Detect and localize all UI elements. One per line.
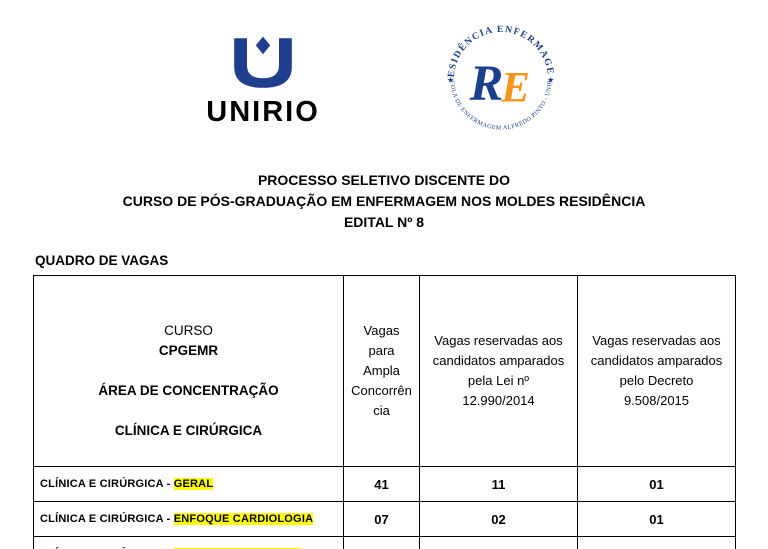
table-row-cardiologia: CLÍNICA E CIRÚRGICA - ENFOQUE CARDIOLOGI… [33, 501, 736, 537]
title-line-2: CURSO DE PÓS-GRADUAÇÃO EM ENFERMAGEM NOS… [122, 193, 646, 209]
document-title: PROCESSO SELETIVO DISCENTE DO CURSO DE P… [0, 170, 768, 233]
title-line-1: PROCESSO SELETIVO DISCENTE DO [257, 172, 511, 188]
header-lei-12990: Vagas reservadas aos candidatos amparado… [419, 275, 578, 467]
ampla-value: 07 [343, 501, 420, 537]
header-ampla-concorrencia: Vagas para Ampla Concorrên cia [343, 275, 420, 467]
table-header-row: CURSO CPGEMR ÁREA DE CONCENTRAÇÃO CLÍNIC… [33, 275, 736, 467]
row-label-prefix: CLÍNICA E CIRÚRGICA - [40, 513, 174, 525]
seal-letter-e: E [500, 64, 530, 112]
lei-value: 02 [419, 501, 578, 537]
row-label-prefix: CLÍNICA E CIRÚRGICA - [40, 478, 174, 490]
lei-value: 11 [419, 466, 578, 502]
highlighted-text: GERAL [173, 478, 214, 490]
decreto-value: 01 [577, 501, 736, 537]
unirio-u-icon [234, 36, 292, 88]
lei-value: 01 [419, 536, 578, 549]
header-area-concentracao: ÁREA DE CONCENTRAÇÃO [98, 383, 279, 398]
header-logos: UNIRIO RESIDÊNCIA ENFERMAGEM ESCOLA DE E… [0, 0, 768, 140]
row-label: CLÍNICA E CIRÚRGICA - GERAL [33, 466, 344, 502]
ampla-value: 41 [343, 466, 420, 502]
ampla-value: 04 [343, 536, 420, 549]
seal-star-right-icon: ★ [547, 75, 554, 84]
header-curso-code: CPGEMR [158, 343, 219, 358]
residencia-enfermagem-seal: RESIDÊNCIA ENFERMAGEM ESCOLA DE ENFERMAG… [435, 10, 562, 140]
decreto-value: 01 [577, 536, 736, 549]
decreto-value: 01 [577, 466, 736, 502]
unirio-wordmark: UNIRIO [206, 96, 320, 128]
unirio-logo: UNIRIO [206, 32, 320, 129]
highlighted-text: ENFOQUE CARDIOLOGIA [173, 513, 314, 525]
table-row-ortopedia: CLÍNICA E CIRÚRGICA - ENFOQUE ORTOPEDIA … [33, 536, 736, 549]
header-curso: CURSO CPGEMR ÁREA DE CONCENTRAÇÃO CLÍNIC… [33, 275, 344, 467]
table-row-geral: CLÍNICA E CIRÚRGICA - GERAL 41 11 01 [33, 466, 736, 502]
vagas-table: CURSO CPGEMR ÁREA DE CONCENTRAÇÃO CLÍNIC… [33, 275, 736, 549]
header-curso-label: CURSO [164, 323, 213, 338]
seal-star-left-icon: ★ [447, 75, 454, 84]
title-line-3: EDITAL Nº 8 [343, 214, 425, 230]
header-clinica-cirurgica: CLÍNICA E CIRÚRGICA [114, 423, 263, 438]
row-label: CLÍNICA E CIRÚRGICA - ENFOQUE ORTOPEDIA [33, 536, 344, 549]
quadro-de-vagas-heading: QUADRO DE VAGAS [35, 253, 169, 268]
seal-letter-r: R [468, 55, 503, 111]
residencia-enfermagem-seal-icon: RESIDÊNCIA ENFERMAGEM ESCOLA DE ENFERMAG… [435, 10, 555, 132]
row-label: CLÍNICA E CIRÚRGICA - ENFOQUE CARDIOLOGI… [33, 501, 344, 537]
header-decreto-9508: Vagas reservadas aos candidatos amparado… [577, 275, 736, 467]
